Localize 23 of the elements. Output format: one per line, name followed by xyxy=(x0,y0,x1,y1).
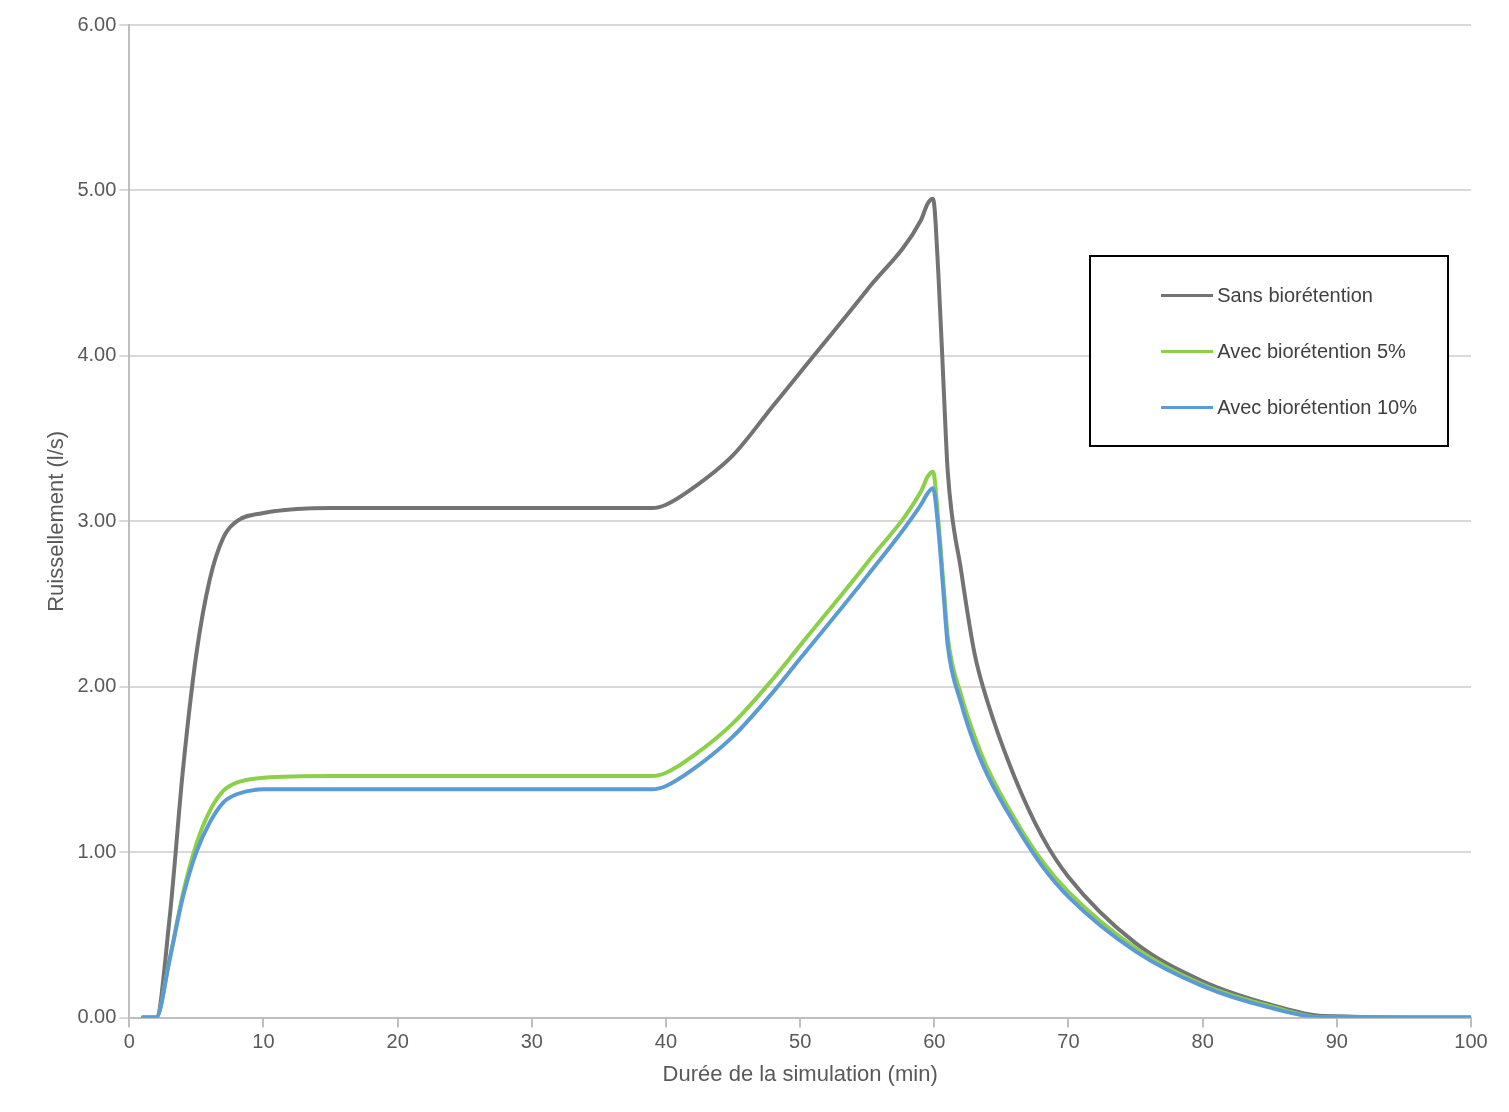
y-axis-title: Ruissellement (l/s) xyxy=(43,430,69,612)
legend-label: Sans biorétention xyxy=(1217,283,1373,307)
x-tick-label: 30 xyxy=(520,1030,543,1053)
x-tick-label: 80 xyxy=(1191,1030,1214,1053)
x-axis-title: Durée de la simulation (min) xyxy=(662,1060,938,1086)
x-tick-label: 0 xyxy=(123,1030,135,1053)
y-tick-label: 2.00 xyxy=(77,674,117,697)
y-tick-label: 3.00 xyxy=(77,508,117,531)
y-tick-label: 5.00 xyxy=(77,177,117,200)
x-tick-label: 20 xyxy=(386,1030,409,1053)
x-tick-label: 70 xyxy=(1057,1030,1080,1053)
legend-label: Avec biorétention 5% xyxy=(1217,339,1406,363)
legend-label: Avec biorétention 10% xyxy=(1217,395,1417,419)
x-tick-label: 90 xyxy=(1325,1030,1348,1053)
x-tick-label: 100 xyxy=(1454,1030,1488,1053)
x-tick-label: 10 xyxy=(252,1030,275,1053)
y-tick-label: 6.00 xyxy=(77,12,117,35)
y-tick-label: 4.00 xyxy=(77,343,117,366)
y-tick-label: 0.00 xyxy=(77,1005,117,1028)
y-tick-label: 1.00 xyxy=(77,839,117,862)
x-tick-label: 50 xyxy=(789,1030,812,1053)
x-tick-label: 60 xyxy=(923,1030,946,1053)
x-tick-label: 40 xyxy=(654,1030,678,1053)
